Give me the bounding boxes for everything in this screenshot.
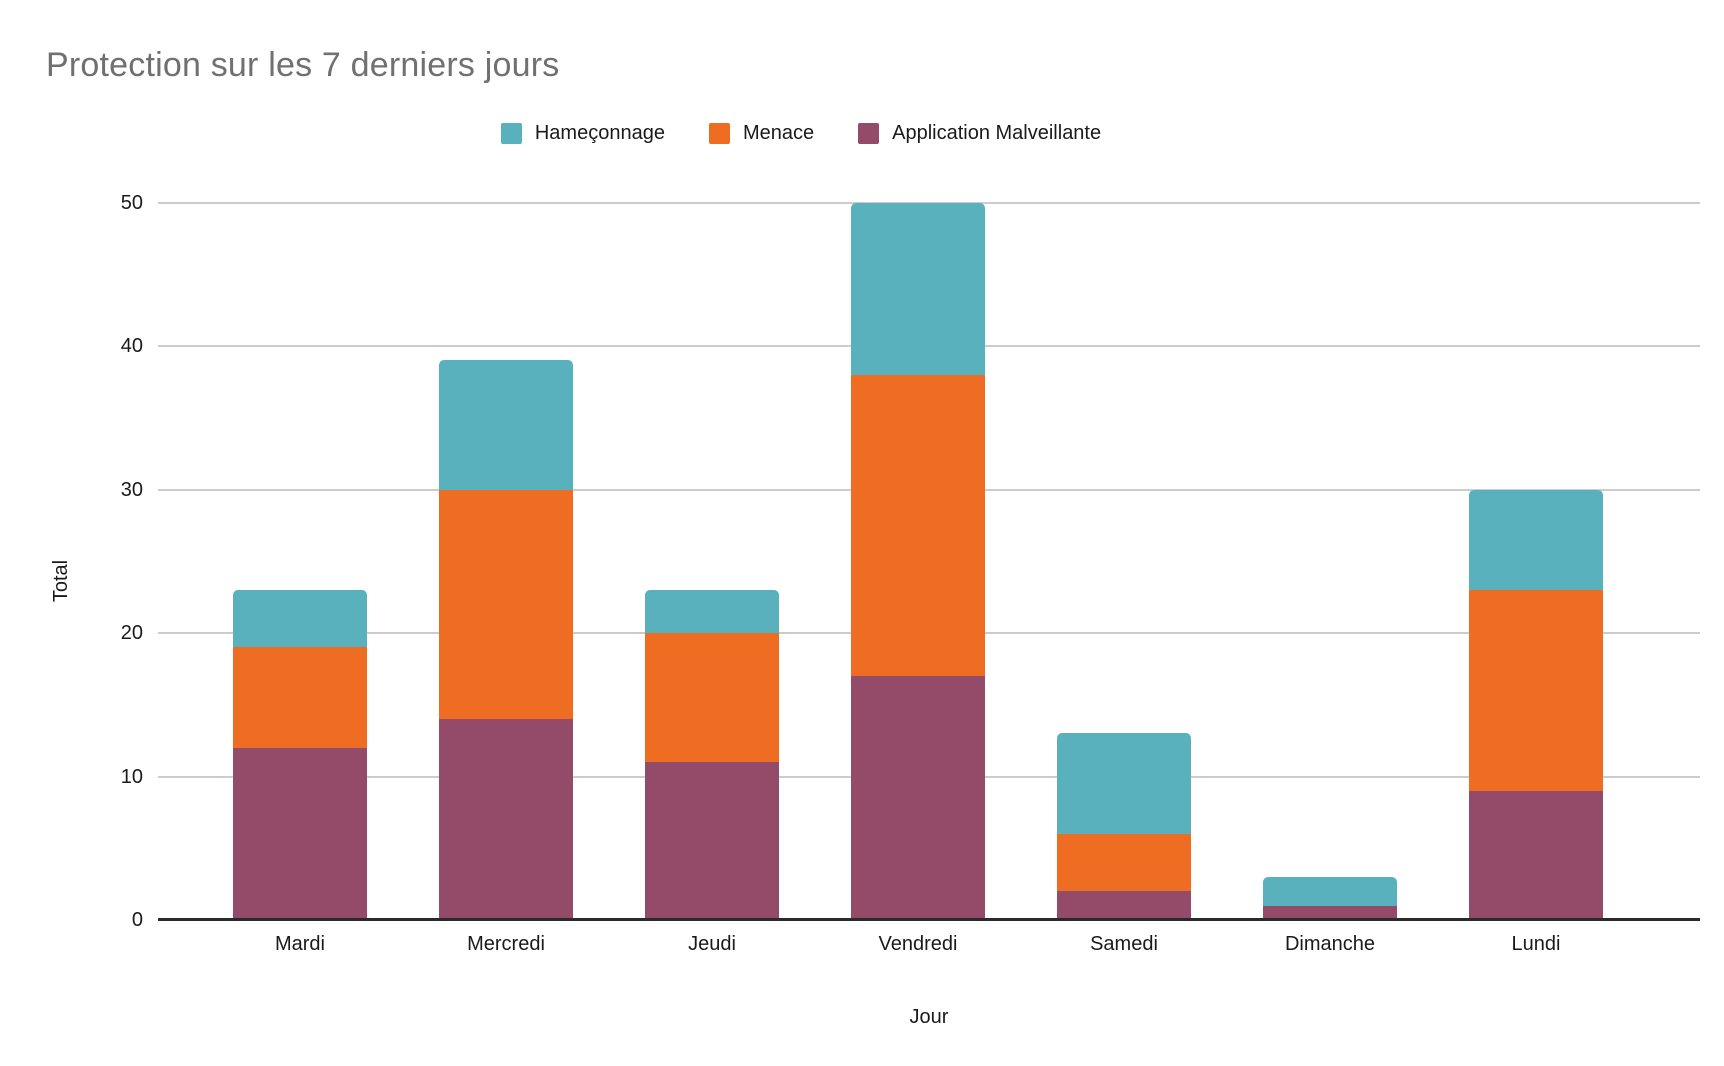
y-axis-title: Total (50, 559, 72, 603)
bar-dimanche-segment-application-malveillante (1263, 905, 1397, 920)
bar-mardi-segment-application-malveillante (233, 747, 367, 920)
legend-swatch-application-malveillante (858, 123, 880, 144)
legend-item-hameconnage: Hameçonnage (500, 122, 665, 145)
bar-vendredi-segment-menace (851, 374, 985, 677)
y-tick-label-20: 20 (120, 622, 143, 644)
legend-item-application-malveillante: Application Malveillante (858, 122, 1101, 145)
bar-mercredi-segment-hameconnage (439, 360, 573, 490)
y-tick-label-10: 10 (120, 765, 143, 788)
bar-jeudi-segment-application-malveillante (645, 762, 779, 920)
bar-samedi-segment-hameconnage (1057, 733, 1191, 834)
x-axis-title: Jour (909, 1006, 949, 1028)
bar-vendredi-segment-application-malveillante (851, 676, 985, 920)
y-tick-label-0: 0 (131, 909, 143, 931)
bar-mercredi-segment-menace (439, 489, 573, 720)
x-tick-label-dimanche: Dimanche (1284, 933, 1376, 955)
bar-samedi-segment-menace (1057, 833, 1191, 892)
y-tick-label-40: 40 (120, 335, 143, 357)
bar-lundi-segment-hameconnage (1469, 489, 1603, 590)
legend: Hameçonnage Menace Application Malveillant… (0, 122, 1663, 145)
bar-lundi-segment-application-malveillante (1469, 790, 1603, 920)
bar-lundi-segment-menace (1469, 589, 1603, 791)
bar-vendredi-segment-hameconnage (851, 202, 985, 375)
legend-label-hameconnage: Hameçonnage (534, 122, 665, 144)
legend-label-menace: Menace (742, 122, 815, 144)
x-tick-label-jeudi: Jeudi (688, 933, 736, 955)
chart-title: Protection sur les 7 derniers jours (46, 46, 560, 84)
bar-samedi-segment-application-malveillante (1057, 891, 1191, 920)
x-tick-label-lundi: Lundi (1511, 933, 1561, 955)
bar-jeudi-segment-hameconnage (645, 589, 779, 633)
bar-dimanche-segment-hameconnage (1263, 876, 1397, 906)
legend-swatch-hameconnage (500, 123, 522, 144)
x-tick-label-samedi: Samedi (1090, 933, 1158, 955)
bar-mardi-segment-menace (233, 647, 367, 748)
legend-swatch-menace (708, 123, 730, 144)
gridline-50 (158, 201, 1700, 204)
bar-mercredi-segment-application-malveillante (439, 719, 573, 920)
bar-jeudi-segment-menace (645, 633, 779, 763)
legend-label-application-malveillante: Application Malveillante (892, 122, 1102, 144)
x-tick-label-mardi: Mardi (274, 933, 325, 955)
legend-item-menace: Menace (708, 122, 815, 145)
x-axis-baseline (158, 918, 1700, 921)
bar-mardi-segment-hameconnage (233, 589, 367, 648)
y-tick-label-50: 50 (120, 191, 143, 214)
plot-area: 0 10 20 30 40 50 Mardi Mercredi Jeudi Vendredi Sam… (121, 180, 1700, 955)
y-tick-label-30: 30 (120, 478, 143, 501)
x-tick-label-mercredi: Mercredi (467, 933, 545, 955)
x-tick-label-vendredi: Vendredi (878, 933, 958, 955)
